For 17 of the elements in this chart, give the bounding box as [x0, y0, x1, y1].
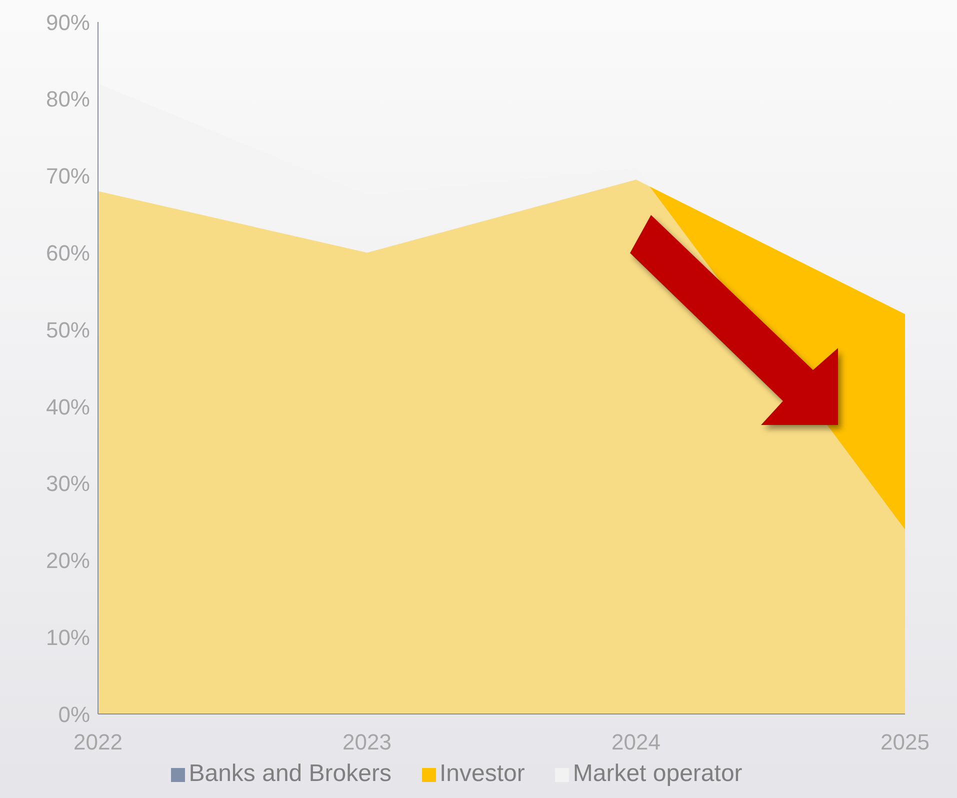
y-tick-label: 50% [46, 317, 90, 342]
y-tick-label: 20% [46, 548, 90, 574]
legend-label: Market operator [572, 760, 742, 787]
legend-label: Investor [440, 760, 525, 787]
y-tick-label: 90% [46, 10, 90, 35]
y-tick-label: 30% [46, 471, 90, 496]
legend-label: Banks and Brokers [188, 760, 392, 787]
y-tick-label: 70% [46, 164, 90, 189]
x-tick-label: 2022 [74, 730, 122, 755]
y-tick-label: 40% [46, 394, 90, 420]
y-tick-label: 80% [46, 86, 90, 112]
x-tick-label: 2025 [880, 730, 930, 755]
y-tick-label: 10% [46, 624, 90, 650]
x-tick-label: 2023 [342, 730, 392, 755]
x-tick-label: 2024 [612, 730, 660, 755]
y-tick-label: 0% [58, 702, 90, 727]
y-tick-label: 60% [46, 240, 90, 266]
